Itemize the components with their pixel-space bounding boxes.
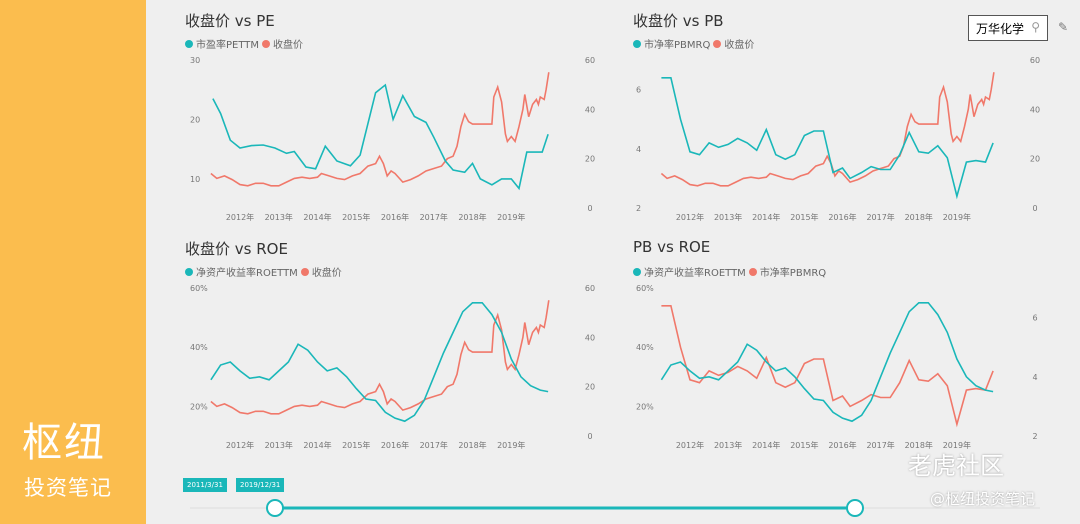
search-icon[interactable]: ⚲	[1031, 20, 1040, 34]
series-line-roe	[210, 301, 549, 423]
x-axis-tick: 2016年	[381, 440, 409, 450]
series-line-roe	[660, 301, 994, 423]
right-axis-tick: 20	[1030, 155, 1040, 164]
left-axis-tick: 6	[636, 86, 641, 95]
left-axis-tick: 10	[190, 175, 200, 184]
watermark-site: 老虎社区	[908, 452, 1004, 480]
x-axis-tick: 2017年	[866, 440, 894, 450]
right-axis-tick: 6	[1032, 314, 1037, 323]
left-axis-tick: 60%	[190, 284, 208, 293]
legend-pb-roe: 净资产收益率ROETTM 市净率PBMRQ	[633, 264, 826, 279]
left-axis-tick: 20	[190, 115, 200, 124]
chart-title-pe: 收盘价 vs PE	[185, 12, 275, 30]
x-axis-tick: 2014年	[303, 440, 331, 450]
x-axis-tick: 2019年	[497, 440, 525, 450]
right-axis-tick: 20	[585, 155, 595, 164]
right-axis-tick: 0	[587, 204, 592, 213]
right-axis-tick: 2	[1032, 432, 1037, 441]
x-axis-tick: 2015年	[790, 440, 818, 450]
x-axis-tick: 2012年	[226, 212, 254, 222]
series-line-price	[210, 300, 550, 415]
x-axis-tick: 2013年	[714, 212, 742, 222]
x-axis-tick: 2014年	[752, 440, 780, 450]
right-axis-tick: 4	[1032, 373, 1037, 382]
x-axis-tick: 2018年	[905, 212, 933, 222]
stock-search-input[interactable]: 万华化学 ⚲	[968, 15, 1048, 41]
right-axis-tick: 60	[585, 284, 595, 293]
legend-pb: 市净率PBMRQ 收盘价	[633, 36, 754, 51]
x-axis-tick: 2016年	[381, 212, 409, 222]
right-axis-tick: 20	[585, 383, 595, 392]
left-axis-tick: 30	[190, 56, 200, 65]
right-axis-tick: 40	[1030, 105, 1040, 114]
x-axis-tick: 2018年	[458, 440, 486, 450]
x-axis-tick: 2017年	[420, 440, 448, 450]
x-axis-tick: 2014年	[752, 212, 780, 222]
x-axis-tick: 2018年	[905, 440, 933, 450]
series-line-price	[210, 72, 550, 187]
slider-end-date[interactable]: 2019/12/31	[236, 478, 285, 492]
right-axis-tick: 40	[585, 333, 595, 342]
right-axis-tick: 0	[587, 432, 592, 441]
x-axis-tick: 2015年	[342, 212, 370, 222]
x-axis-tick: 2012年	[226, 440, 254, 450]
left-axis-tick: 20%	[190, 402, 208, 411]
right-axis-tick: 0	[1032, 204, 1037, 213]
left-axis-tick: 60%	[636, 284, 654, 293]
x-axis-tick: 2015年	[342, 440, 370, 450]
left-axis-tick: 20%	[636, 402, 654, 411]
x-axis-tick: 2016年	[828, 440, 856, 450]
right-axis-tick: 60	[585, 56, 595, 65]
left-axis-tick: 4	[636, 145, 641, 154]
watermark-author: @枢纽投资笔记	[930, 490, 1036, 508]
series-line-pb	[661, 304, 994, 428]
x-axis-tick: 2013年	[714, 440, 742, 450]
x-axis-tick: 2017年	[866, 212, 894, 222]
x-axis-tick: 2019年	[497, 212, 525, 222]
slider-start-handle[interactable]	[266, 499, 284, 517]
brand-name: 枢纽	[22, 420, 106, 466]
series-line-price	[660, 72, 995, 187]
legend-pe: 市盈率PETTM 收盘价	[185, 36, 303, 51]
x-axis-tick: 2016年	[828, 212, 856, 222]
chart-title-pb: 收盘价 vs PB	[633, 12, 724, 30]
legend-roe: 净资产收益率ROETTM 收盘价	[185, 264, 342, 279]
chart-title-pb-roe: PB vs ROE	[633, 238, 711, 256]
series-line-pb	[661, 77, 994, 200]
series-line-pe	[212, 83, 549, 191]
x-axis-tick: 2014年	[303, 212, 331, 222]
x-axis-tick: 2012年	[676, 212, 704, 222]
brand-panel: 枢纽 投资笔记	[0, 0, 146, 524]
x-axis-tick: 2018年	[458, 212, 486, 222]
x-axis-tick: 2012年	[676, 440, 704, 450]
slider-end-handle[interactable]	[846, 499, 864, 517]
x-axis-tick: 2017年	[420, 212, 448, 222]
x-axis-tick: 2013年	[265, 440, 293, 450]
chart-title-roe: 收盘价 vs ROE	[185, 240, 288, 258]
left-axis-tick: 40%	[636, 343, 654, 352]
x-axis-tick: 2013年	[265, 212, 293, 222]
x-axis-tick: 2019年	[943, 212, 971, 222]
right-axis-tick: 60	[1030, 56, 1040, 65]
x-axis-tick: 2015年	[790, 212, 818, 222]
x-axis-tick: 2019年	[943, 440, 971, 450]
eraser-icon[interactable]: ✎	[1058, 20, 1069, 34]
brand-subtitle: 投资笔记	[24, 476, 112, 500]
search-value: 万华化学	[976, 21, 1025, 36]
right-axis-tick: 40	[585, 105, 595, 114]
slider-start-date[interactable]: 2011/3/31	[183, 478, 227, 492]
left-axis-tick: 40%	[190, 343, 208, 352]
left-axis-tick: 2	[636, 204, 641, 213]
